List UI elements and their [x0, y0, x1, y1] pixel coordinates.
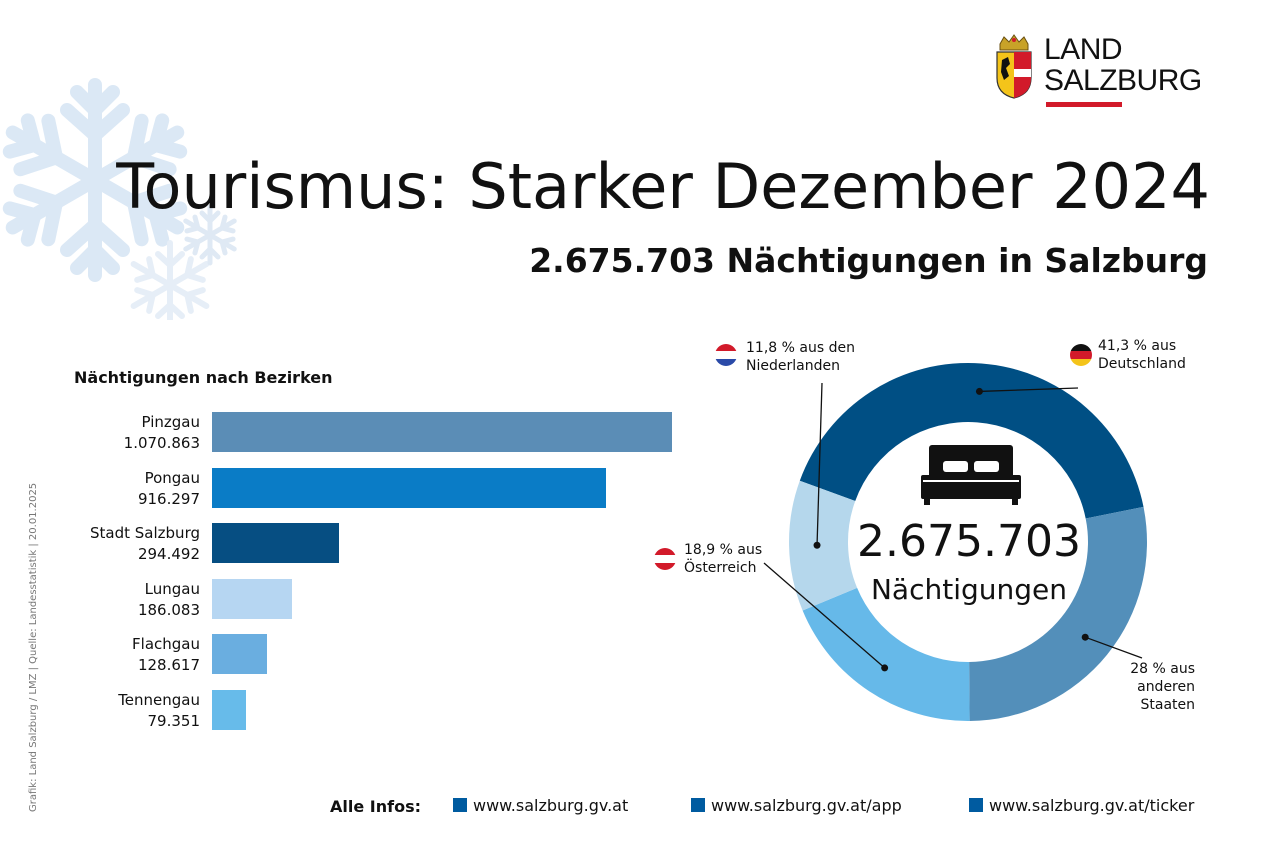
annotation-line: Deutschland: [1098, 356, 1186, 372]
bar-value-label: 294.492: [137, 545, 200, 563]
germany-flag-icon: [1070, 344, 1092, 366]
link-bullet-icon: [969, 798, 983, 812]
annotation-line: Staaten: [1140, 697, 1195, 713]
bar-value-label: 1.070.863: [123, 434, 200, 452]
link-bullet-icon: [691, 798, 705, 812]
donut-slice-anderen-staaten: [969, 506, 1147, 721]
bar-label: Lungau 186.083: [10, 579, 200, 621]
leader-dot: [881, 664, 889, 672]
donut-slice-niederlanden: [789, 480, 858, 611]
slice-annotation-germany: 41,3 % aus Deutschland: [1098, 337, 1186, 373]
donut-center-value: 2.675.703: [857, 516, 1081, 567]
bar-value-label: 128.617: [137, 656, 200, 674]
bar-category: Pinzgau: [141, 413, 200, 431]
link-ticker[interactable]: www.salzburg.gv.at/ticker: [989, 796, 1195, 815]
annotation-line: 11,8 % aus den: [746, 340, 855, 356]
land-salzburg-logo: LAND SALZBURG: [994, 34, 1214, 114]
austria-flag-icon: [654, 548, 676, 570]
bar-category: Flachgau: [132, 635, 200, 653]
bar-lungau: [212, 578, 292, 619]
annotation-line: 28 % aus: [1130, 661, 1195, 677]
bar-pinzgau: [212, 412, 672, 452]
donut-slice-österreich: [802, 587, 970, 721]
bar-chart-title: Nächtigungen nach Bezirken: [74, 368, 333, 387]
bar-stadt-salzburg: [212, 523, 339, 563]
leader-line: [979, 387, 1079, 393]
coat-of-arms-icon: [996, 34, 1032, 99]
link-bullet-icon: [453, 798, 467, 812]
bar-pongau: [212, 467, 606, 508]
bar-flachgau: [212, 634, 268, 674]
annotation-line: Österreich: [684, 560, 757, 576]
annotation-line: 41,3 % aus: [1098, 338, 1177, 354]
bar-label: Stadt Salzburg 294.492: [10, 523, 200, 565]
page-subtitle: 2.675.703 Nächtigungen in Salzburg: [529, 241, 1208, 280]
netherlands-flag-icon: [715, 344, 737, 366]
link-website[interactable]: www.salzburg.gv.at: [473, 796, 629, 815]
leader-dot: [1081, 633, 1089, 641]
bar-value-label: 79.351: [147, 711, 201, 730]
donut-slice-deutschland: [799, 362, 1144, 519]
bar-label: Tennengau 79.351: [10, 690, 200, 732]
bed-icon: [921, 445, 1021, 505]
bar-category: Lungau: [144, 579, 200, 598]
link-app[interactable]: www.salzburg.gv.at/app: [711, 796, 902, 815]
slice-annotation-austria: 18,9 % aus Österreich: [684, 541, 762, 577]
bar-label: Flachgau 128.617: [10, 634, 200, 676]
leader-line: [763, 562, 886, 669]
annotation-line: Niederlanden: [746, 358, 840, 374]
page-title: Tourismus: Starker Dezember 2024: [116, 150, 1210, 223]
bar-value-label: 916.297: [137, 489, 200, 508]
logo-line-1: LAND: [1044, 33, 1123, 66]
annotation-line: 18,9 % aus: [684, 542, 763, 558]
leader-line: [1084, 636, 1143, 659]
bar-category: Stadt Salzburg: [90, 524, 200, 542]
footer-label: Alle Infos:: [330, 797, 421, 816]
donut-center-label: Nächtigungen: [870, 573, 1067, 606]
bar-category: Pongau: [144, 468, 200, 487]
slice-annotation-netherlands: 11,8 % aus den Niederlanden: [746, 339, 855, 375]
bar-category: Tennengau: [118, 690, 200, 709]
leader-dot: [813, 541, 821, 549]
logo-underline: [1046, 102, 1122, 107]
bar-tennengau: [212, 689, 247, 730]
bar-value-label: 186.083: [137, 600, 200, 619]
bar-label: Pongau 916.297: [10, 468, 200, 510]
logo-line-2: SALZBURG: [1044, 64, 1202, 97]
snowflake-decoration: [0, 78, 260, 320]
annotation-line: anderen: [1137, 679, 1195, 695]
bar-label: Pinzgau 1.070.863: [10, 412, 200, 454]
slice-annotation-other: 28 % aus anderen Staaten: [1120, 660, 1195, 714]
leader-dot: [975, 387, 983, 395]
leader-line: [816, 382, 823, 546]
